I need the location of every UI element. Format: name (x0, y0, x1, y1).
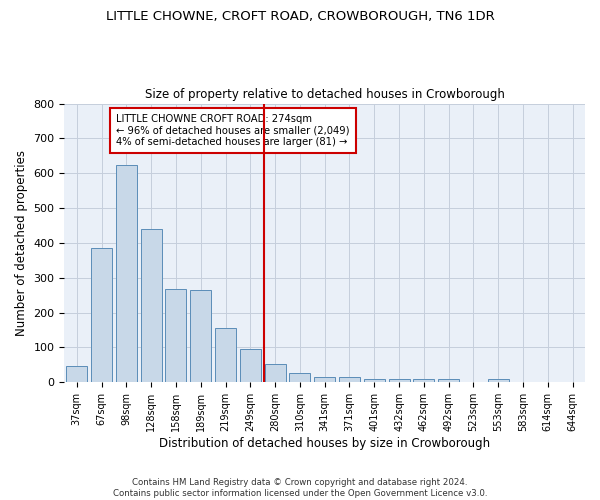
Bar (289, 372, 310, 382)
Bar (190, 290, 211, 382)
Bar (339, 377, 360, 382)
Bar (438, 379, 459, 382)
Bar (314, 377, 335, 382)
X-axis label: Distribution of detached houses by size in Crowborough: Distribution of detached houses by size … (159, 437, 490, 450)
Bar (389, 379, 410, 382)
Bar (240, 348, 261, 382)
Bar (488, 379, 509, 382)
Y-axis label: Number of detached properties: Number of detached properties (15, 150, 28, 336)
Bar (215, 328, 236, 382)
Bar (140, 229, 162, 382)
Bar (364, 379, 385, 382)
Title: Size of property relative to detached houses in Crowborough: Size of property relative to detached ho… (145, 88, 505, 101)
Bar (66, 366, 88, 382)
Bar (166, 290, 187, 382)
Bar (116, 164, 137, 382)
Bar (265, 364, 286, 382)
Text: Contains HM Land Registry data © Crown copyright and database right 2024.
Contai: Contains HM Land Registry data © Crown c… (113, 478, 487, 498)
Bar (91, 248, 112, 382)
Text: LITTLE CHOWNE CROFT ROAD: 274sqm
← 96% of detached houses are smaller (2,049)
4%: LITTLE CHOWNE CROFT ROAD: 274sqm ← 96% o… (116, 114, 350, 147)
Bar (413, 379, 434, 382)
Text: LITTLE CHOWNE, CROFT ROAD, CROWBOROUGH, TN6 1DR: LITTLE CHOWNE, CROFT ROAD, CROWBOROUGH, … (106, 10, 494, 23)
